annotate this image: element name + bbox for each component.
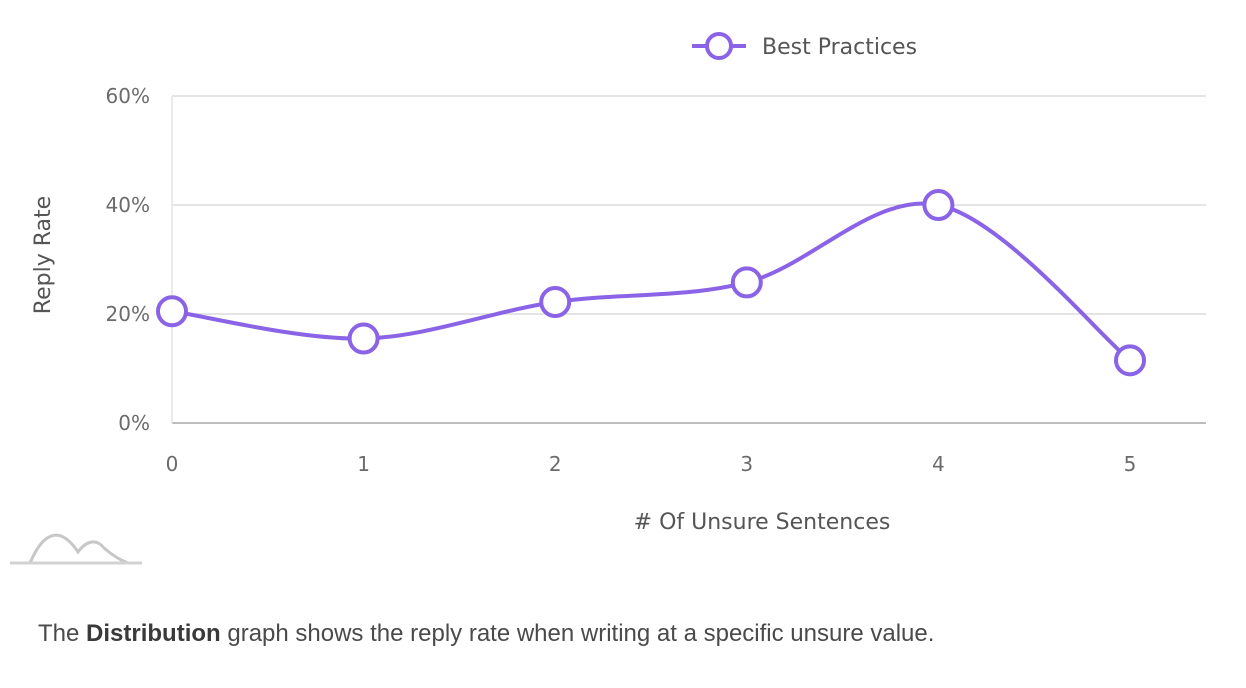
caption-prefix: The xyxy=(38,620,87,647)
y-tick-label: 40% xyxy=(106,193,150,217)
brand-logo xyxy=(10,533,142,565)
x-tick-label: 2 xyxy=(549,452,562,476)
x-tick-label: 3 xyxy=(740,452,753,476)
x-axis-ticks: 0 1 2 3 4 5 xyxy=(166,452,1137,476)
x-tick-label: 5 xyxy=(1124,452,1137,476)
data-points xyxy=(156,189,1146,377)
series-line-best-practices xyxy=(170,201,1132,363)
data-point xyxy=(922,189,955,221)
line-chart: 0% 20% 40% 60% 0 1 2 3 4 5 Reply Rate # Of Unsur… xyxy=(10,32,1206,565)
caption: The Distribution graph shows the reply r… xyxy=(38,620,934,648)
legend-label-best-practices: Best Practices xyxy=(762,35,917,60)
y-tick-label: 60% xyxy=(106,84,150,108)
y-axis-ticks: 0% 20% 40% 60% xyxy=(106,84,150,435)
gridlines xyxy=(172,95,1206,315)
caption-suffix: graph shows the reply rate when writing … xyxy=(220,620,935,647)
y-tick-label: 0% xyxy=(118,411,150,435)
x-tick-label: 4 xyxy=(932,452,945,476)
legend-marker-swatch xyxy=(705,32,733,60)
data-point xyxy=(539,286,572,319)
x-axis-label: # Of Unsure Sentences xyxy=(634,510,891,535)
x-tick-label: 0 xyxy=(166,452,179,476)
data-point xyxy=(730,266,763,299)
caption-bold: Distribution xyxy=(86,620,221,647)
legend: Best Practices xyxy=(692,32,917,60)
y-axis-label: Reply Rate xyxy=(31,196,56,314)
y-tick-label: 20% xyxy=(106,302,150,326)
x-tick-label: 1 xyxy=(357,452,370,476)
logo-mountain-shape xyxy=(28,533,129,565)
data-point xyxy=(1114,344,1146,377)
data-point xyxy=(347,322,380,355)
data-point xyxy=(156,295,188,328)
